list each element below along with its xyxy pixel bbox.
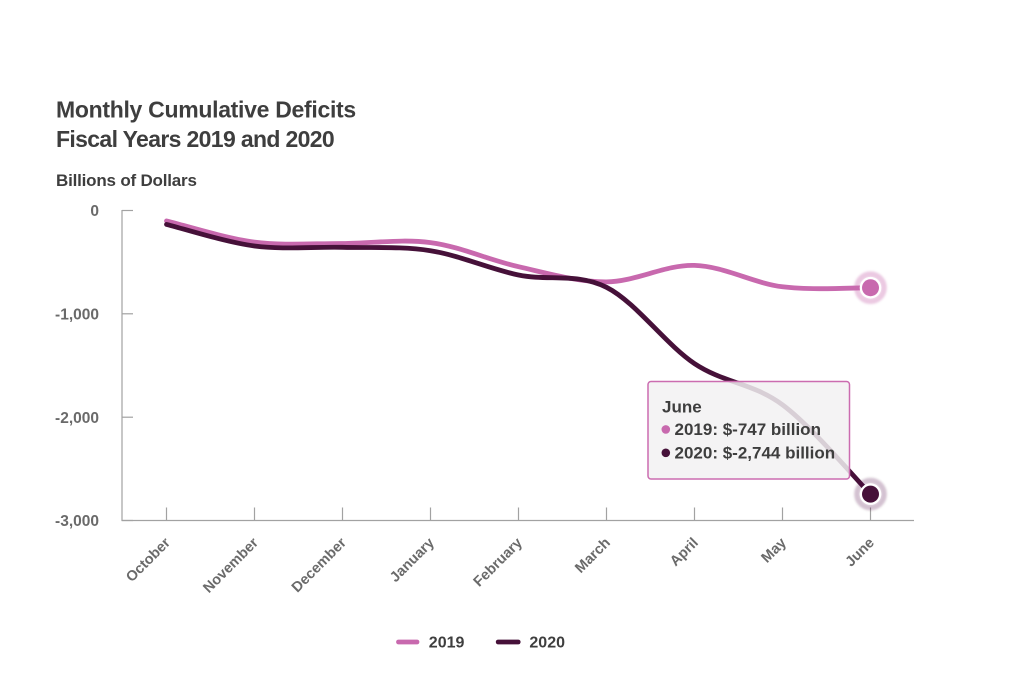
svg-text:2020: 2020	[529, 635, 565, 652]
svg-text:January: January	[387, 535, 438, 586]
svg-text:April: April	[667, 535, 702, 570]
svg-text:June: June	[843, 535, 878, 570]
svg-text:0: 0	[90, 203, 99, 220]
svg-text:December: December	[289, 535, 350, 596]
svg-text:Fiscal Years 2019 and 2020: Fiscal Years 2019 and 2020	[56, 126, 334, 152]
svg-text:2019: $-747 billion: 2019: $-747 billion	[675, 420, 821, 439]
svg-text:-1,000: -1,000	[55, 307, 99, 324]
svg-text:-2,000: -2,000	[55, 410, 99, 427]
svg-text:2019: 2019	[429, 635, 465, 652]
svg-text:October: October	[123, 535, 174, 586]
svg-text:-3,000: -3,000	[55, 513, 99, 530]
svg-text:June: June	[662, 397, 702, 416]
svg-text:Monthly Cumulative Deficits: Monthly Cumulative Deficits	[56, 97, 356, 123]
svg-text:May: May	[759, 535, 790, 566]
svg-text:Billions of Dollars: Billions of Dollars	[56, 171, 197, 190]
svg-text:2020: $-2,744 billion: 2020: $-2,744 billion	[675, 444, 836, 463]
svg-text:March: March	[572, 535, 614, 577]
svg-text:November: November	[200, 535, 262, 597]
svg-text:February: February	[471, 535, 526, 590]
